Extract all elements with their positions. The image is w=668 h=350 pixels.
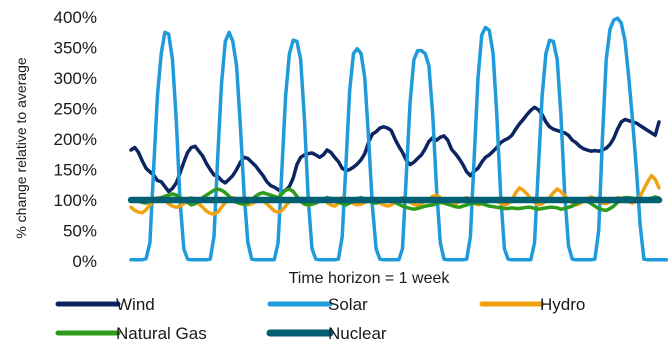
legend-label-nuclear: Nuclear bbox=[328, 324, 387, 343]
series-lines bbox=[127, 16, 668, 262]
y-tick-label: 100% bbox=[54, 191, 97, 210]
legend-label-solar: Solar bbox=[328, 295, 368, 314]
y-tick-label: 150% bbox=[54, 161, 97, 180]
y-tick-label: 400% bbox=[54, 8, 97, 27]
legend: Wind Solar Hydro Natural Gas Nuclear bbox=[55, 295, 585, 343]
y-tick-label: 200% bbox=[54, 130, 97, 149]
series-line-hydro bbox=[129, 173, 661, 216]
y-tick-label: 50% bbox=[63, 222, 97, 241]
y-axis-title: % change relative to average bbox=[13, 57, 29, 239]
series-line-wind bbox=[129, 105, 661, 194]
y-axis-ticks: 0% 50% 100% 150% 200% 250% 300% 350% 400% bbox=[54, 8, 97, 271]
y-tick-label: 300% bbox=[54, 69, 97, 88]
series-line-solar bbox=[129, 16, 668, 262]
x-axis-title: Time horizon = 1 week bbox=[289, 270, 451, 287]
y-tick-label: 350% bbox=[54, 39, 97, 58]
legend-label-wind: Wind bbox=[116, 295, 155, 314]
legend-label-natural-gas: Natural Gas bbox=[116, 324, 207, 343]
y-tick-label: 0% bbox=[72, 252, 97, 271]
legend-label-hydro: Hydro bbox=[540, 295, 585, 314]
y-tick-label: 250% bbox=[54, 100, 97, 119]
